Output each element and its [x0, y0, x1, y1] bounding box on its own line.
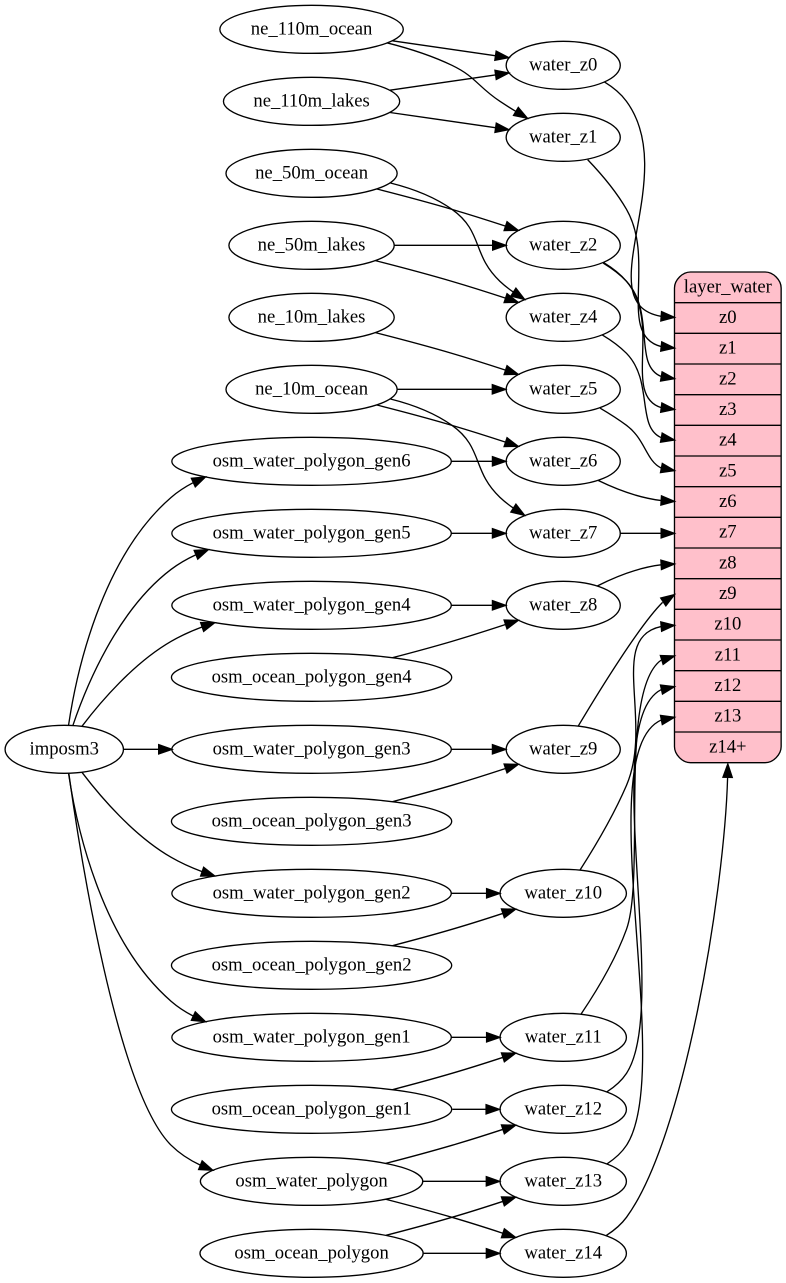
svg-text:ne_110m_lakes: ne_110m_lakes: [253, 90, 369, 111]
svg-text:osm_water_polygon_gen1: osm_water_polygon_gen1: [213, 1026, 411, 1047]
svg-text:z5: z5: [719, 460, 737, 481]
svg-text:osm_ocean_polygon_gen2: osm_ocean_polygon_gen2: [212, 954, 412, 975]
svg-text:water_z10: water_z10: [524, 882, 602, 903]
svg-text:water_z0: water_z0: [529, 54, 597, 75]
svg-text:osm_ocean_polygon: osm_ocean_polygon: [234, 1242, 389, 1263]
svg-text:water_z6: water_z6: [529, 450, 597, 471]
svg-text:osm_ocean_polygon_gen3: osm_ocean_polygon_gen3: [212, 810, 412, 831]
svg-text:water_z13: water_z13: [524, 1170, 602, 1191]
svg-text:z4: z4: [719, 430, 737, 451]
svg-text:ne_50m_ocean: ne_50m_ocean: [255, 162, 369, 183]
svg-text:osm_water_polygon: osm_water_polygon: [235, 1170, 388, 1191]
svg-text:z14+: z14+: [709, 736, 746, 757]
svg-text:water_z5: water_z5: [529, 378, 597, 399]
svg-text:water_z8: water_z8: [529, 594, 597, 615]
svg-text:osm_ocean_polygon_gen4: osm_ocean_polygon_gen4: [212, 666, 413, 687]
svg-text:ne_50m_lakes: ne_50m_lakes: [258, 234, 366, 255]
svg-text:layer_water: layer_water: [684, 276, 773, 297]
svg-text:ne_10m_lakes: ne_10m_lakes: [258, 306, 366, 327]
svg-text:osm_water_polygon_gen3: osm_water_polygon_gen3: [213, 738, 411, 759]
svg-text:z1: z1: [719, 338, 737, 359]
svg-text:z9: z9: [719, 583, 737, 604]
svg-text:z11: z11: [715, 644, 741, 665]
svg-text:z6: z6: [719, 491, 737, 512]
svg-text:water_z11: water_z11: [525, 1026, 602, 1047]
svg-text:z8: z8: [719, 552, 737, 573]
svg-text:ne_110m_ocean: ne_110m_ocean: [251, 18, 373, 39]
svg-text:water_z12: water_z12: [524, 1098, 602, 1119]
svg-text:imposm3: imposm3: [30, 738, 99, 759]
svg-text:osm_ocean_polygon_gen1: osm_ocean_polygon_gen1: [212, 1098, 412, 1119]
svg-text:z12: z12: [714, 675, 741, 696]
svg-text:z3: z3: [719, 399, 737, 420]
svg-text:z13: z13: [714, 706, 741, 727]
svg-text:water_z9: water_z9: [529, 738, 597, 759]
svg-text:z10: z10: [714, 614, 741, 635]
svg-text:ne_10m_ocean: ne_10m_ocean: [255, 378, 369, 399]
svg-text:osm_water_polygon_gen6: osm_water_polygon_gen6: [213, 450, 411, 471]
svg-text:water_z4: water_z4: [529, 306, 598, 327]
svg-text:water_z7: water_z7: [529, 522, 597, 543]
svg-text:osm_water_polygon_gen4: osm_water_polygon_gen4: [213, 594, 412, 615]
svg-text:water_z2: water_z2: [529, 234, 597, 255]
svg-text:water_z1: water_z1: [529, 126, 597, 147]
svg-text:water_z14: water_z14: [524, 1242, 602, 1263]
svg-text:z7: z7: [719, 522, 737, 543]
svg-text:z0: z0: [719, 307, 737, 328]
svg-text:osm_water_polygon_gen2: osm_water_polygon_gen2: [213, 882, 411, 903]
svg-text:z2: z2: [719, 368, 737, 389]
svg-text:osm_water_polygon_gen5: osm_water_polygon_gen5: [213, 522, 411, 543]
